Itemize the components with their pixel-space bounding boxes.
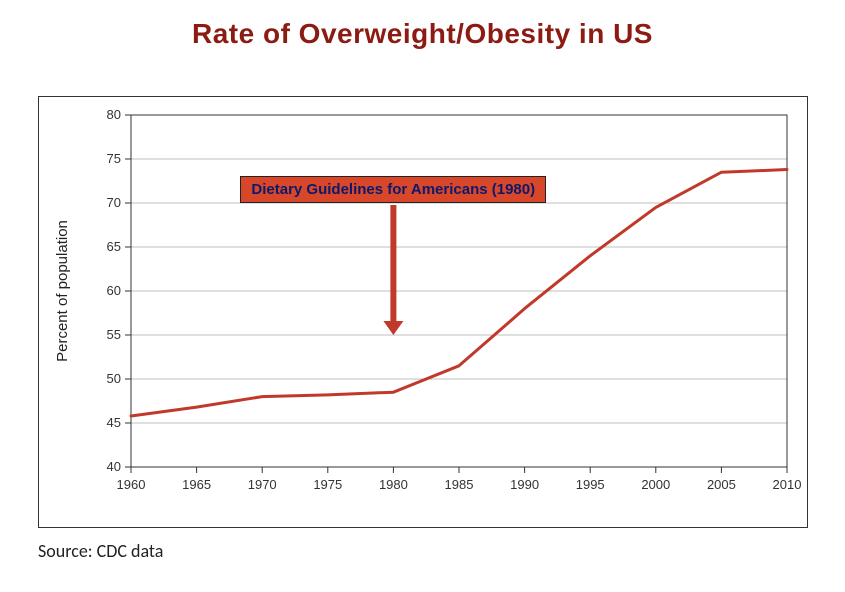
x-tick-label: 1975 — [313, 477, 342, 492]
chart-bg — [39, 97, 807, 527]
x-tick-label: 2000 — [641, 477, 670, 492]
source-label: Source: CDC data — [38, 540, 163, 562]
y-tick-label: 45 — [107, 415, 121, 430]
y-tick-label: 50 — [107, 371, 121, 386]
chart-frame: 40 45 50 55 60 65 70 75 80 1960 1965 1970 1975 1980 19… — [38, 96, 808, 528]
y-tick-label: 75 — [107, 151, 121, 166]
y-tick-label: 80 — [107, 107, 121, 122]
x-tick-label: 1990 — [510, 477, 539, 492]
x-tick-label: 2010 — [773, 477, 802, 492]
annotation-callout: Dietary Guidelines for Americans (1980) — [240, 176, 546, 203]
x-tick-label: 1970 — [248, 477, 277, 492]
y-tick-label: 60 — [107, 283, 121, 298]
x-tick-label: 1965 — [182, 477, 211, 492]
x-tick-label: 1995 — [576, 477, 605, 492]
x-tick-label: 2005 — [707, 477, 736, 492]
line-chart: 40 45 50 55 60 65 70 75 80 1960 1965 1970 1975 1980 19… — [39, 97, 807, 527]
y-tick-label: 40 — [107, 459, 121, 474]
x-tick-label: 1960 — [117, 477, 146, 492]
y-tick-label: 55 — [107, 327, 121, 342]
chart-title: Rate of Overweight/Obesity in US — [0, 18, 845, 50]
x-tick-label: 1980 — [379, 477, 408, 492]
page: Rate of Overweight/Obesity in US 40 45 50 5… — [0, 0, 845, 592]
y-tick-label: 70 — [107, 195, 121, 210]
x-tick-label: 1985 — [445, 477, 474, 492]
y-axis-label: Percent of population — [54, 220, 71, 362]
y-tick-label: 65 — [107, 239, 121, 254]
